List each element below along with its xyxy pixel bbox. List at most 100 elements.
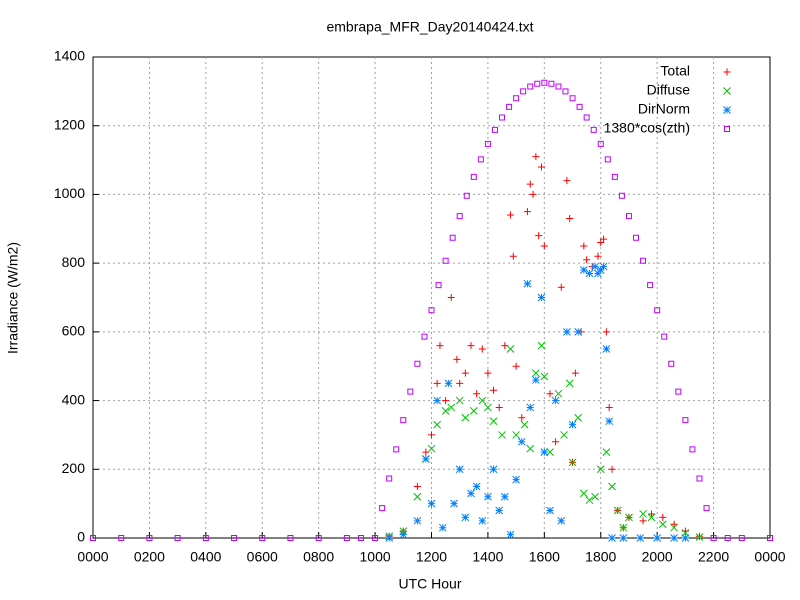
data-point [537, 293, 546, 302]
data-point [450, 499, 458, 508]
data-point [568, 420, 577, 429]
data-point [532, 369, 540, 377]
data-point [506, 103, 513, 110]
data-point [648, 510, 656, 518]
data-point [498, 431, 506, 439]
data-point [202, 535, 209, 541]
data-point [604, 156, 611, 163]
data-point [576, 103, 583, 110]
data-point [506, 211, 514, 219]
data-point [633, 234, 640, 241]
data-point [563, 177, 571, 185]
data-point [372, 535, 379, 541]
data-point [551, 396, 560, 405]
data-point [489, 417, 498, 426]
y-tick-label: 1200 [54, 116, 85, 132]
data-point [512, 362, 520, 370]
data-point [433, 396, 441, 405]
data-point [602, 345, 611, 353]
data-point [554, 389, 563, 398]
data-point [413, 492, 422, 501]
data-point [605, 403, 613, 411]
data-point [315, 535, 322, 541]
data-point [767, 535, 773, 541]
data-point [518, 414, 526, 422]
data-point [661, 333, 668, 340]
data-point [579, 266, 588, 274]
y-tick-label: 600 [62, 323, 86, 339]
data-point [579, 489, 588, 498]
data-point [287, 535, 294, 541]
x-tick-label: 1200 [416, 549, 447, 565]
data-point [597, 140, 604, 147]
data-point [574, 413, 583, 422]
data-point [477, 156, 484, 163]
data-point [640, 257, 647, 264]
y-tick-label: 0 [77, 529, 85, 545]
data-point [599, 262, 608, 271]
legend-marker [724, 126, 730, 132]
legend-label: Total [660, 63, 690, 79]
x-axis-label: UTC Hour [398, 576, 461, 592]
data-point [500, 492, 509, 501]
data-point [540, 448, 549, 456]
data-point [538, 163, 546, 171]
data-point [523, 208, 531, 216]
data-point [596, 465, 605, 474]
data-point [710, 535, 717, 541]
x-tick-label: 0800 [303, 549, 334, 565]
data-point [513, 95, 520, 102]
data-point [449, 234, 456, 241]
data-point [580, 242, 588, 250]
data-point [696, 475, 703, 482]
data-point [585, 496, 594, 505]
data-point [489, 465, 498, 474]
data-point [473, 390, 481, 398]
data-point [456, 213, 463, 220]
data-point [675, 388, 682, 395]
data-point [469, 407, 478, 415]
data-point [422, 455, 430, 463]
data-point [526, 444, 535, 453]
data-point [618, 192, 625, 199]
data-point [600, 235, 608, 243]
y-axis-label: Irradiance (W/m2) [5, 242, 21, 354]
data-point [512, 431, 520, 439]
data-point [386, 475, 393, 482]
y-tick-label: 1000 [54, 185, 85, 201]
legend-marker [723, 68, 731, 76]
data-point [484, 369, 492, 377]
x-tick-label: 1600 [529, 549, 560, 565]
data-point [654, 307, 661, 314]
y-tick-label: 200 [62, 460, 86, 476]
data-point [478, 516, 487, 525]
y-tick-label: 400 [62, 391, 86, 407]
data-point [463, 192, 470, 199]
data-point [407, 388, 414, 395]
data-point [659, 513, 667, 521]
data-point [343, 535, 350, 541]
data-point [605, 417, 614, 426]
data-point [495, 403, 503, 411]
data-point [653, 534, 662, 542]
data-point [625, 513, 633, 522]
data-point [583, 114, 590, 121]
data-point [484, 492, 492, 501]
data-point [357, 535, 364, 541]
data-point [625, 213, 632, 220]
data-point [555, 83, 562, 90]
x-tick-label: 0000 [77, 549, 108, 565]
data-point [540, 372, 549, 381]
data-point [738, 535, 745, 541]
x-tick-label: 2000 [642, 549, 673, 565]
data-point [478, 345, 486, 353]
data-point [400, 417, 407, 424]
data-point [619, 523, 628, 532]
data-point [467, 489, 475, 498]
data-point [557, 516, 566, 525]
data-point [447, 294, 455, 301]
data-point [436, 342, 444, 350]
data-point [259, 535, 266, 541]
